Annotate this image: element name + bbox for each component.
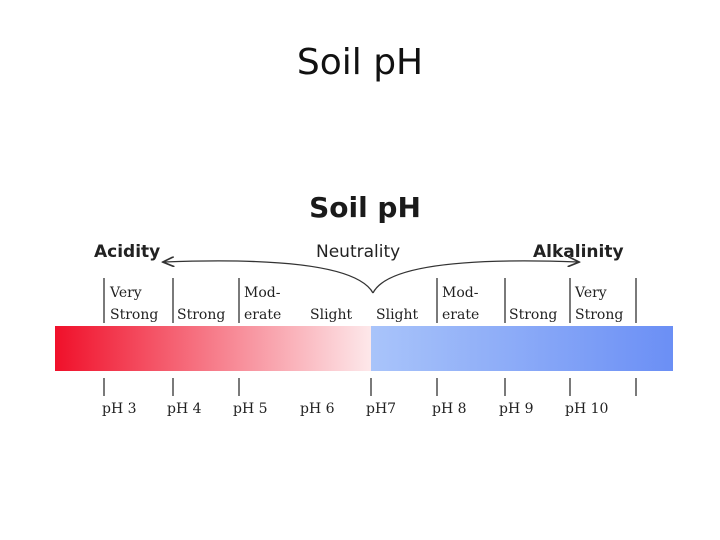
strong-acid-label: Strong xyxy=(177,307,225,323)
tick-label-ph10: pH 10 xyxy=(565,401,608,417)
tick-label-ph7: pH7 xyxy=(366,401,396,417)
alkalinity-gradient-bar xyxy=(371,326,673,371)
very-strong-acid-line2: Strong xyxy=(110,307,158,323)
ph-tick-marks xyxy=(103,378,637,396)
tick-label-ph9: pH 9 xyxy=(499,401,534,417)
very-strong-alkaline-line1: Very xyxy=(574,285,607,301)
acidity-gradient-bar xyxy=(55,326,371,371)
tick-label-ph6: pH 6 xyxy=(300,401,335,417)
strong-alkaline-label: Strong xyxy=(509,307,557,323)
slight-acid-label: Slight xyxy=(310,307,353,323)
alkalinity-arrow xyxy=(372,261,578,294)
moderate-alkaline-line2: erate xyxy=(442,307,479,323)
moderate-acid-line1: Mod- xyxy=(244,285,281,301)
tick-label-ph8: pH 8 xyxy=(432,401,467,417)
category-dividers xyxy=(103,278,637,323)
figure-title: Soil pH xyxy=(309,191,421,224)
very-strong-alkaline-line2: Strong xyxy=(575,307,623,323)
slide-title: Soil pH xyxy=(296,42,424,83)
ph-scale-diagram: Soil pH Acidity Neutrality Alkalinity Ve… xyxy=(55,191,673,417)
moderate-alkaline-line1: Mod- xyxy=(442,285,479,301)
alkalinity-heading: Alkalinity xyxy=(533,242,624,262)
moderate-acid-line2: erate xyxy=(244,307,281,323)
slight-alkaline-label: Slight xyxy=(376,307,419,323)
acidity-arrow xyxy=(164,261,374,294)
acidity-heading: Acidity xyxy=(94,242,160,262)
neutrality-heading: Neutrality xyxy=(316,242,400,262)
soil-ph-scale-figure: Soil pH Acidity Neutrality Alkalinity Ve… xyxy=(40,180,680,430)
tick-label-ph4: pH 4 xyxy=(167,401,202,417)
tick-label-ph3: pH 3 xyxy=(102,401,137,417)
very-strong-acid-line1: Very xyxy=(109,285,142,301)
tick-label-ph5: pH 5 xyxy=(233,401,268,417)
